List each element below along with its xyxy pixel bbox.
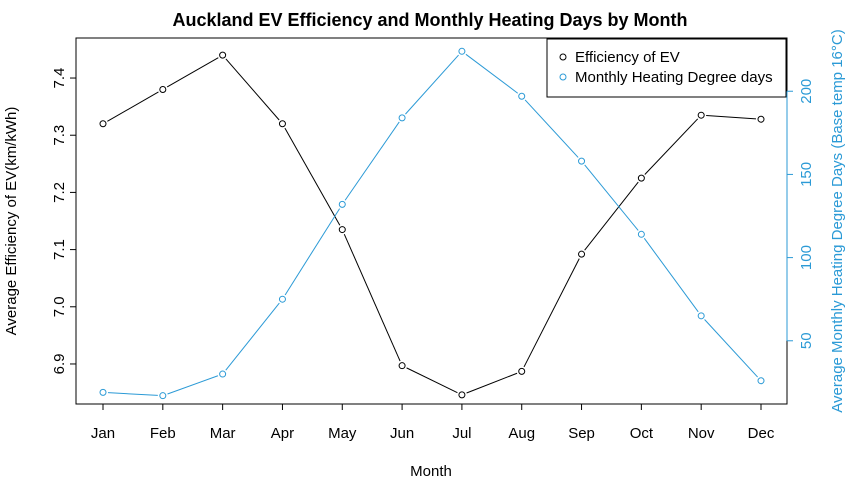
legend: Efficiency of EV Monthly Heating Degree … bbox=[546, 38, 787, 98]
series-line-segment bbox=[643, 238, 699, 313]
x-axis-tick-label: Jul bbox=[452, 425, 471, 442]
data-point bbox=[578, 250, 586, 258]
legend-label-efficiency: Efficiency of EV bbox=[575, 49, 680, 66]
right-axis-tick-label: 100 bbox=[798, 245, 815, 270]
data-point bbox=[99, 120, 107, 128]
x-axis-title: Month bbox=[410, 463, 452, 480]
left-y-axis-title: Average Efficiency of EV(km/kWh) bbox=[3, 107, 20, 336]
left-axis-tick-label: 7.1 bbox=[51, 239, 68, 260]
series-line-segment bbox=[343, 233, 401, 362]
series-layer bbox=[99, 47, 765, 400]
series-line-segment bbox=[166, 57, 219, 88]
data-point bbox=[99, 388, 107, 396]
series-line-segment bbox=[466, 372, 518, 394]
series-line-segment bbox=[225, 302, 280, 371]
left-axis-tick-label: 7.0 bbox=[51, 296, 68, 317]
data-point bbox=[697, 312, 705, 320]
data-point bbox=[338, 226, 346, 234]
series-line-segment bbox=[225, 58, 280, 121]
series-line-segment bbox=[706, 115, 757, 120]
data-point bbox=[578, 157, 586, 165]
series-line-segment bbox=[704, 319, 758, 378]
series-line-segment bbox=[465, 53, 519, 94]
series-line-segment bbox=[107, 392, 158, 396]
data-point bbox=[458, 391, 466, 399]
right-axis-tick-label: 150 bbox=[798, 162, 815, 187]
data-point bbox=[518, 367, 526, 375]
right-axis-tick-label: 50 bbox=[798, 332, 815, 349]
legend-marker-heating bbox=[559, 73, 567, 81]
data-point bbox=[219, 51, 227, 59]
legend-marker-efficiency bbox=[559, 53, 567, 61]
data-point bbox=[159, 85, 167, 93]
x-axis-tick-label: Dec bbox=[748, 425, 775, 442]
x-axis-tick-label: Aug bbox=[508, 425, 535, 442]
x-axis-tick-label: Sep bbox=[568, 425, 595, 442]
series-heating-degree-days bbox=[99, 47, 765, 400]
series-line-segment bbox=[344, 121, 400, 201]
left-axis-tick-label: 6.9 bbox=[51, 354, 68, 375]
series-line-segment bbox=[584, 181, 639, 251]
right-y-axis-title: Average Monthly Heating Degree Days (Bas… bbox=[829, 29, 846, 412]
data-point bbox=[458, 47, 466, 55]
x-axis-tick-label: Mar bbox=[210, 425, 236, 442]
series-line-segment bbox=[405, 54, 459, 115]
legend-box bbox=[546, 38, 787, 98]
series-line-segment bbox=[523, 258, 580, 368]
series-line-segment bbox=[284, 127, 341, 226]
data-point bbox=[278, 120, 286, 128]
data-point bbox=[637, 230, 645, 238]
legend-label-heating: Monthly Heating Degree days bbox=[575, 69, 773, 86]
data-point bbox=[637, 174, 645, 182]
data-point bbox=[697, 111, 705, 119]
data-point bbox=[219, 370, 227, 378]
data-point bbox=[757, 377, 765, 385]
x-axis-tick-label: Nov bbox=[688, 425, 715, 442]
left-axis-tick-label: 7.3 bbox=[51, 125, 68, 146]
data-point bbox=[398, 362, 406, 370]
data-point bbox=[757, 115, 765, 123]
x-axis-tick-label: Jan bbox=[91, 425, 115, 442]
data-point bbox=[159, 392, 167, 400]
x-axis-tick-label: May bbox=[328, 425, 357, 442]
left-axis-tick-label: 7.4 bbox=[51, 68, 68, 89]
data-point bbox=[338, 200, 346, 208]
data-point bbox=[278, 295, 286, 303]
series-line-segment bbox=[167, 375, 219, 395]
x-axis-tick-label: Jun bbox=[390, 425, 414, 442]
series-line-segment bbox=[584, 164, 639, 231]
right-axis-tick-label: 200 bbox=[798, 79, 815, 104]
x-axis-tick-label: Apr bbox=[271, 425, 294, 442]
left-axis-tick-label: 7.2 bbox=[51, 182, 68, 203]
right-y-axis: 50 100 150 200 bbox=[786, 79, 815, 349]
series-line-segment bbox=[644, 118, 699, 175]
series-line-segment bbox=[524, 99, 579, 158]
data-point bbox=[518, 92, 526, 100]
x-axis: Jan Feb Mar Apr May Jun Jul Aug Sep Oct Nov Dec bbox=[91, 403, 775, 442]
series-line-segment bbox=[406, 367, 458, 394]
x-axis-tick-label: Feb bbox=[150, 425, 176, 442]
chart-title: Auckland EV Efficiency and Monthly Heati… bbox=[172, 10, 687, 30]
left-y-axis: 6.9 7.0 7.1 7.2 7.3 7.4 bbox=[51, 68, 77, 375]
series-efficiency bbox=[99, 51, 765, 399]
data-point bbox=[398, 114, 406, 122]
series-line-segment bbox=[107, 91, 159, 122]
x-axis-tick-label: Oct bbox=[630, 425, 654, 442]
series-line-segment bbox=[284, 208, 341, 296]
